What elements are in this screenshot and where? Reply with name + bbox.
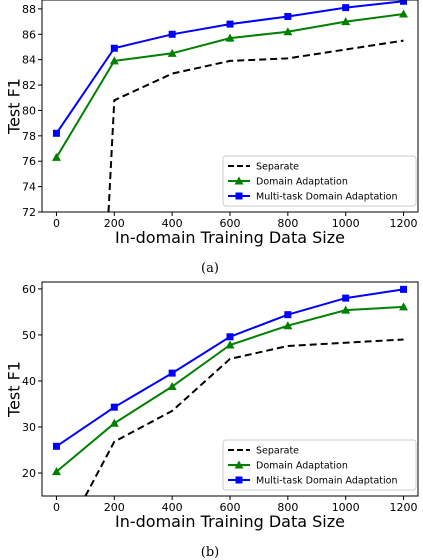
x-tick-label: 800 — [277, 217, 298, 230]
data-point — [168, 369, 176, 377]
data-point — [283, 27, 293, 36]
data-point — [51, 467, 61, 476]
legend-box — [222, 155, 417, 207]
y-tick-label: 78 — [22, 130, 36, 143]
series-line-3 — [55, 288, 404, 448]
data-point — [110, 44, 118, 52]
x-tick-label: 400 — [162, 217, 183, 230]
y-tick-label: 50 — [22, 329, 36, 342]
legend-box — [222, 439, 417, 491]
y-tick-label: 80 — [22, 104, 36, 117]
x-tick-label: 1200 — [390, 501, 418, 514]
chart-panel-a: 0 200 400 600 800 1000 1200 72 74 76 78 80 82 84 86 88 I… — [5, 0, 419, 276]
x-tick-label: 0 — [53, 217, 60, 230]
data-point — [284, 13, 292, 21]
data-point — [52, 129, 60, 137]
y-tick-label: 86 — [22, 28, 36, 41]
data-point — [110, 403, 118, 411]
legend-marker — [235, 476, 243, 484]
x-tick-label: 1200 — [390, 217, 418, 230]
figure-caption: (a) — [201, 261, 219, 276]
x-tick-label: 200 — [104, 501, 125, 514]
data-point — [342, 4, 350, 12]
y-tick-label: 40 — [22, 375, 36, 388]
legend-marker — [235, 192, 243, 200]
data-point — [400, 0, 408, 5]
legend-label: Separate — [256, 446, 299, 457]
data-point — [52, 442, 60, 450]
y-tick-label: 74 — [22, 181, 36, 194]
y-axis-label: Test F1 — [5, 361, 24, 418]
x-tick-label: 600 — [220, 501, 241, 514]
data-point — [167, 48, 177, 57]
legend-label: Separate — [256, 162, 299, 173]
data-point — [342, 294, 350, 302]
y-axis-label: Test F1 — [5, 78, 24, 135]
data-point — [341, 305, 351, 314]
y-tick-label: 76 — [22, 155, 36, 168]
data-point — [225, 340, 235, 349]
legend-marker — [234, 176, 244, 185]
x-axis-label: In-domain Training Data Size — [115, 228, 345, 247]
y-tick-label: 72 — [22, 206, 36, 219]
data-point — [109, 56, 119, 65]
x-tick-label: 200 — [104, 217, 125, 230]
data-point — [109, 418, 119, 427]
y-tick-label: 30 — [22, 421, 36, 434]
plot-area — [51, 285, 409, 496]
data-point — [167, 381, 177, 390]
data-point — [283, 321, 293, 330]
series-line-1 — [107, 39, 404, 212]
legend-label: Domain Adaptation — [256, 461, 348, 472]
legend: Separate Domain Adaptation Multi-task Doma… — [222, 439, 417, 491]
legend-label: Multi-task Domain Adaptation — [256, 192, 398, 203]
data-point — [226, 333, 234, 341]
x-tick-label: 1000 — [332, 217, 360, 230]
data-point — [226, 20, 234, 28]
y-tick-label: 60 — [22, 283, 36, 296]
data-point — [400, 285, 408, 293]
data-point — [284, 311, 292, 319]
y-tick-label: 20 — [22, 467, 36, 480]
data-point — [399, 9, 409, 18]
y-tick-label: 82 — [22, 79, 36, 92]
x-tick-label: 600 — [220, 217, 241, 230]
y-tick-label: 84 — [22, 54, 36, 67]
plot-area — [51, 0, 409, 212]
data-point — [51, 152, 61, 161]
series-line-1 — [84, 338, 404, 496]
legend-label: Domain Adaptation — [256, 177, 348, 188]
legend-label: Multi-task Domain Adaptation — [256, 476, 398, 487]
legend-marker — [234, 460, 244, 469]
legend: Separate Domain Adaptation Multi-task Doma… — [222, 155, 417, 207]
x-axis-label: In-domain Training Data Size — [115, 512, 345, 531]
x-tick-label: 800 — [277, 501, 298, 514]
x-tick-label: 1000 — [332, 501, 360, 514]
x-tick-label: 400 — [162, 501, 183, 514]
figure-caption: (b) — [201, 545, 219, 560]
data-point — [225, 33, 235, 42]
y-tick-label: 88 — [22, 3, 36, 16]
x-tick-label: 0 — [53, 501, 60, 514]
data-point — [399, 302, 409, 311]
data-point — [168, 30, 176, 38]
data-point — [341, 17, 351, 26]
chart-panel-b: 0 200 400 600 800 1000 1200 20 30 40 50 60 In-domain… — [5, 281, 419, 560]
